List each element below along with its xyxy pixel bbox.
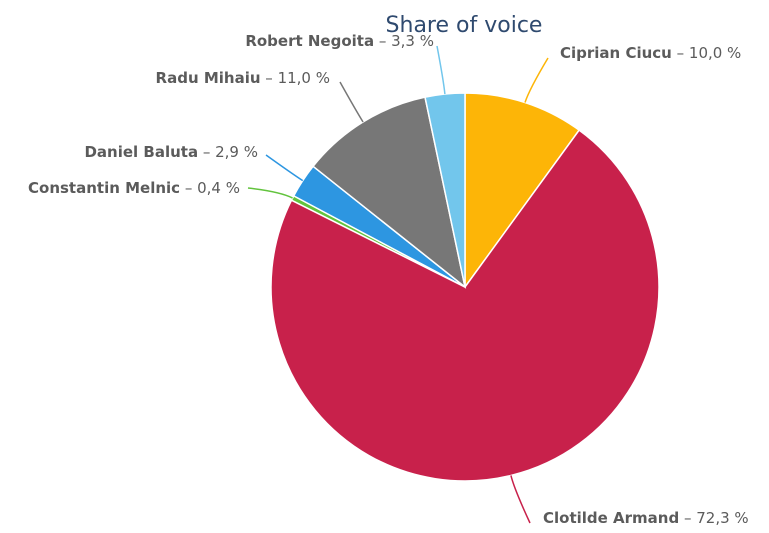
connector-robert-negoita	[436, 45, 446, 95]
connector-daniel-baluta	[265, 154, 304, 182]
pie-slice-ciprian-ciucu[interactable]	[464, 92, 581, 290]
label-connectors	[247, 45, 549, 524]
data-label-ciprian-ciucu: Ciprian Ciucu – 10,0 %	[560, 44, 741, 62]
connector-ciprian-ciucu	[524, 57, 549, 103]
data-label-value: – 2,9 %	[198, 143, 258, 161]
pie-slice-radu-mihaiu[interactable]	[312, 96, 467, 289]
data-label-value: – 3,3 %	[374, 32, 434, 50]
data-label-name: Constantin Melnic	[28, 179, 180, 197]
data-label-value: – 10,0 %	[672, 44, 741, 62]
chart-title: Share of voice	[386, 13, 543, 38]
data-label-radu-mihaiu: Radu Mihaiu – 11,0 %	[156, 69, 330, 87]
data-label-name: Clotilde Armand	[543, 509, 679, 527]
pie-slice-clotilde-armand[interactable]	[270, 129, 660, 482]
data-label-name: Robert Negoita	[245, 32, 374, 50]
data-label-robert-negoita: Robert Negoita – 3,3 %	[245, 32, 434, 50]
data-labels: Ciprian Ciucu – 10,0 % Clotilde Armand – …	[28, 32, 749, 527]
data-label-name: Radu Mihaiu	[156, 69, 261, 87]
pie-slices	[270, 92, 660, 482]
data-label-name: Ciprian Ciucu	[560, 44, 672, 62]
data-label-value: – 11,0 %	[261, 69, 330, 87]
data-label-value: – 0,4 %	[180, 179, 240, 197]
data-label-constantin-melnic: Constantin Melnic – 0,4 %	[28, 179, 240, 197]
data-label-daniel-baluta: Daniel Baluta – 2,9 %	[84, 143, 258, 161]
connector-clotilde-armand	[510, 475, 531, 524]
connector-radu-mihaiu	[339, 81, 364, 123]
data-label-value: – 72,3 %	[679, 509, 748, 527]
data-label-name: Daniel Baluta	[84, 143, 198, 161]
connector-constantin-melnic	[247, 187, 293, 199]
data-label-clotilde-armand: Clotilde Armand – 72,3 %	[543, 509, 749, 527]
